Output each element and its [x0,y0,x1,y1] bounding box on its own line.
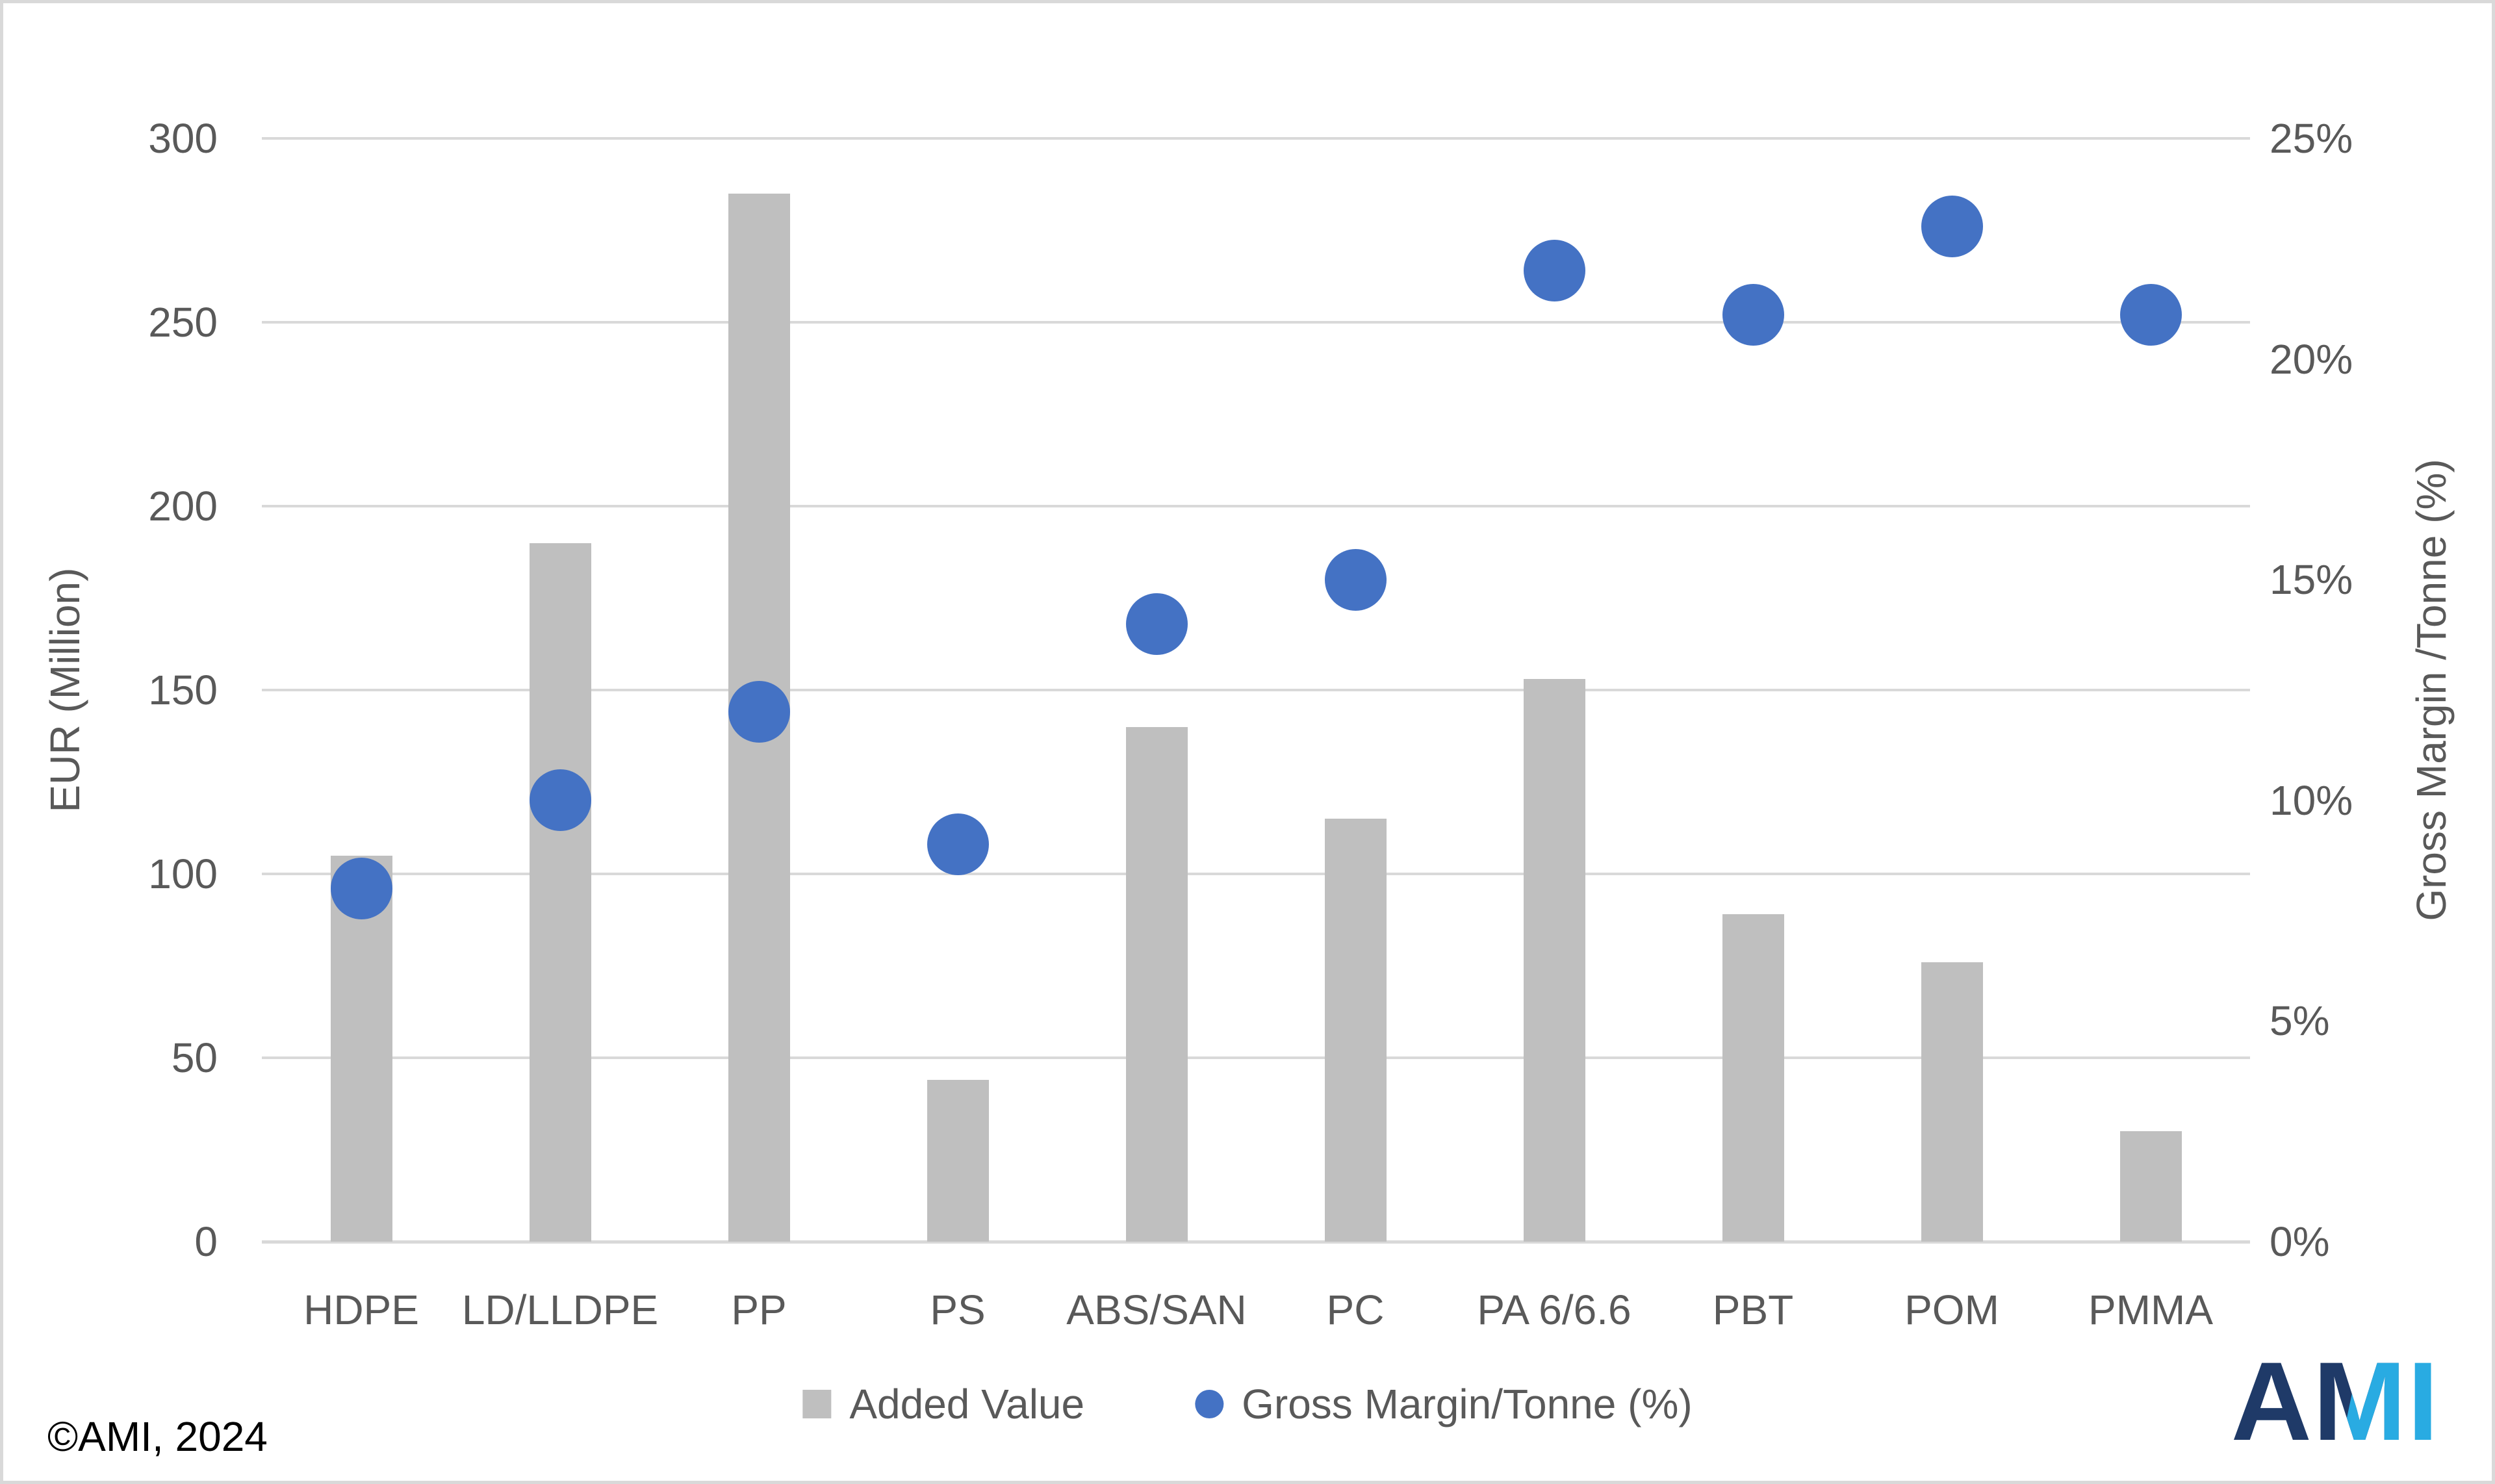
left-tick-label: 100 [148,851,218,897]
legend-item-added-value: Added Value [802,1379,1084,1429]
bar-LD/LLDPE [529,543,591,1242]
legend-label: Gross Margin/Tonne (%) [1242,1381,1693,1427]
dot-PP [728,681,790,743]
gridline [262,873,2250,875]
right-tick-label: 5% [2270,997,2330,1045]
category-label-HDPE: HDPE [303,1286,419,1333]
gridline [262,689,2250,691]
category-label-PP: PP [731,1286,787,1333]
dot-ABS/SAN [1125,593,1188,655]
dot-POM [1921,196,1983,258]
dot-PA 6/6.6 [1523,240,1585,302]
bar-PBT [1722,914,1784,1242]
dot-HDPE [330,858,392,920]
category-label-ABS/SAN: ABS/SAN [1066,1286,1247,1333]
left-tick-label: 0 [194,1218,218,1265]
left-tick-label: 50 [171,1034,218,1081]
gridline [262,1240,2250,1244]
bar-PS [927,1079,989,1242]
bar-legend-marker-icon [802,1390,832,1418]
right-tick-label: 15% [2270,556,2353,604]
dot-PC [1324,548,1387,611]
right-tick-label: 0% [2270,1218,2330,1265]
category-label-PC: PC [1326,1286,1385,1333]
gridline [262,321,2250,324]
right-tick-label: 20% [2270,335,2353,383]
gridline [262,137,2250,140]
dot-PBT [1722,284,1784,346]
category-label-LD/LLDPE: LD/LLDPE [461,1286,659,1333]
left-tick-label: 300 [148,115,218,162]
bar-HDPE [330,855,392,1242]
right-tick-label: 10% [2270,776,2353,824]
ami-logo: AM M I [2231,1346,2440,1457]
right-axis-title: Gross Margin /Tonne (%) [2408,459,2455,921]
legend: Added Value Gross Margin/Tonne (%) [802,1379,1693,1429]
dot-PS [927,813,989,876]
bar-PA 6/6.6 [1523,679,1585,1242]
left-tick-label: 250 [148,299,218,346]
plot-area [262,137,2250,1244]
bar-POM [1921,962,1983,1242]
left-tick-label: 200 [148,483,218,530]
gridline [262,1056,2250,1059]
logo-letter-a: A [2231,1339,2313,1464]
copyright-text: ©AMI, 2024 [47,1413,268,1460]
logo-letter-i: I [2407,1339,2440,1464]
category-label-POM: POM [1904,1286,1999,1333]
legend-label: Added Value [849,1381,1085,1427]
dot-PMMA [2119,284,2182,346]
right-tick-label: 25% [2270,115,2353,162]
category-label-PBT: PBT [1712,1286,1794,1333]
left-tick-label: 150 [148,667,218,713]
gridline [262,505,2250,507]
bar-PC [1324,819,1387,1242]
bar-ABS/SAN [1125,726,1188,1242]
legend-item-gross-margin: Gross Margin/Tonne (%) [1195,1379,1693,1429]
dot-legend-marker-icon [1195,1390,1224,1418]
category-label-PA 6/6.6: PA 6/6.6 [1477,1286,1631,1333]
bar-PMMA [2119,1131,2182,1242]
dot-LD/LLDPE [529,769,591,832]
category-label-PMMA: PMMA [2088,1286,2213,1333]
category-label-PS: PS [930,1286,986,1333]
